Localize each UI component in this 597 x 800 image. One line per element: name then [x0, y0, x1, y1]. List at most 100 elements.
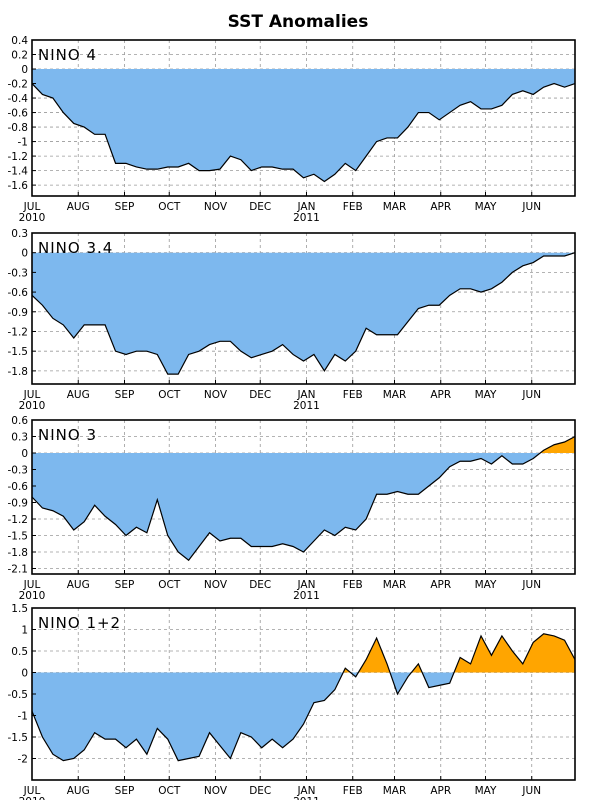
x-tick-label: AUG	[67, 579, 90, 591]
y-tick-label: -1.5	[8, 732, 29, 744]
x-tick-label: JUN	[521, 579, 541, 591]
x-tick-label: OCT	[158, 785, 181, 797]
x-tick-label: SEP	[115, 389, 135, 401]
x-tick-label: NOV	[204, 785, 228, 797]
x-year-label: 2010	[19, 212, 46, 224]
x-tick-label: APR	[430, 785, 451, 797]
y-tick-label: -1.8	[8, 547, 29, 559]
anomaly-series-line	[31, 435, 576, 562]
plot-frame	[31, 232, 576, 385]
x-tick-label: DEC	[249, 389, 271, 401]
x-tick-label: MAY	[475, 389, 497, 401]
x-tick-label: SEP	[115, 201, 135, 213]
y-tick-label: -0.2	[8, 79, 29, 91]
x-tick-label: APR	[430, 389, 451, 401]
x-tick-label: JUN	[521, 389, 541, 401]
x-tick-label: OCT	[158, 201, 181, 213]
anomaly-series-line	[31, 252, 576, 375]
y-tick-label: 1.5	[11, 603, 28, 615]
x-tick-label: JAN	[297, 785, 316, 797]
plot-frame	[31, 419, 576, 575]
anomaly-series-line	[31, 82, 576, 183]
y-tick-label: -1.6	[8, 180, 29, 192]
panel-label: NINO 4	[38, 46, 97, 64]
x-year-label: 2011	[293, 400, 320, 412]
negative-anomaly-area	[32, 453, 541, 561]
y-tick-label: -1.2	[8, 326, 29, 338]
y-tick-label: 1	[21, 625, 28, 637]
chart-panel: 1.5 1 0.5 0 -0.5 -1 -1.5 -2 JUL AUG SEP OCT NOV DEC JA…	[8, 603, 576, 800]
negative-anomaly-area	[390, 672, 412, 694]
x-tick-label: AUG	[67, 201, 90, 213]
x-tick-label: FEB	[343, 389, 363, 401]
y-tick-label: -0.3	[8, 267, 29, 279]
negative-anomaly-area	[32, 672, 344, 761]
y-tick-label: -1.4	[8, 166, 29, 178]
y-tick-label: -0.5	[8, 689, 29, 701]
y-tick-label: -0.6	[8, 287, 29, 299]
x-tick-label: OCT	[158, 579, 181, 591]
x-tick-label: JUL	[23, 201, 41, 213]
figure-title: SST Anomalies	[228, 12, 369, 32]
x-tick-label: NOV	[204, 201, 228, 213]
x-tick-label: APR	[430, 201, 451, 213]
x-tick-label: SEP	[115, 785, 135, 797]
y-tick-label: -1.8	[8, 366, 29, 378]
y-tick-label: -0.9	[8, 498, 29, 510]
y-tick-label: -1.5	[8, 346, 29, 358]
x-tick-label: JUL	[23, 785, 41, 797]
chart-panel: 0.4 0.2 0 -0.2 -0.4 -0.6 -0.8 -1 -1.2 -1.4 -1.6 JUL…	[8, 35, 576, 224]
panel-label: NINO 3.4	[38, 239, 113, 257]
chart-panel: 0.6 0.3 0 -0.3 -0.6 -0.9 -1.2 -1.5 -1.8 -2.1 JUL AU…	[8, 415, 576, 602]
y-tick-label: 0	[21, 448, 28, 460]
y-tick-label: -1.2	[8, 514, 29, 526]
y-tick-label: -2	[18, 754, 28, 766]
x-year-label: 2010	[19, 796, 46, 800]
x-tick-label: DEC	[249, 201, 271, 213]
x-tick-label: MAR	[383, 201, 407, 213]
y-tick-label: -0.6	[8, 108, 29, 120]
x-tick-label: MAR	[383, 785, 407, 797]
y-tick-label: 0	[21, 64, 28, 76]
positive-anomaly-area	[411, 663, 423, 673]
x-tick-label: NOV	[204, 579, 228, 591]
positive-anomaly-area	[540, 436, 575, 453]
x-tick-label: AUG	[67, 785, 90, 797]
positive-anomaly-area	[358, 638, 391, 673]
x-tick-label: MAY	[475, 785, 497, 797]
x-year-label: 2010	[19, 590, 46, 602]
x-tick-label: APR	[430, 579, 451, 591]
y-tick-label: 0	[21, 248, 28, 260]
x-tick-label: JUL	[23, 389, 41, 401]
y-tick-label: -0.6	[8, 481, 29, 493]
y-tick-label: 0.2	[11, 50, 28, 62]
y-tick-label: 0.5	[11, 646, 28, 658]
y-tick-label: -1	[18, 137, 28, 149]
chart-panels: 0.4 0.2 0 -0.2 -0.4 -0.6 -0.8 -1 -1.2 -1.4 -1.6 JUL…	[8, 35, 576, 800]
y-tick-label: -0.3	[8, 465, 29, 477]
y-tick-label: 0.4	[11, 35, 28, 47]
x-tick-label: MAR	[383, 579, 407, 591]
x-tick-label: MAY	[475, 201, 497, 213]
positive-anomaly-area	[454, 633, 575, 673]
y-tick-label: -1	[18, 711, 28, 723]
chart-panel: 0.3 0 -0.3 -0.6 -0.9 -1.2 -1.5 -1.8 JUL AUG SEP OCT…	[8, 228, 576, 412]
x-tick-label: NOV	[204, 389, 228, 401]
anomaly-series-line	[31, 633, 576, 762]
plot-frame	[31, 39, 576, 197]
x-tick-label: OCT	[158, 389, 181, 401]
x-tick-label: DEC	[249, 785, 271, 797]
y-tick-label: -1.5	[8, 531, 29, 543]
y-tick-label: -2.1	[8, 564, 29, 576]
x-tick-label: DEC	[249, 579, 271, 591]
x-tick-label: JAN	[297, 579, 316, 591]
panel-label: NINO 3	[38, 426, 97, 444]
x-tick-label: AUG	[67, 389, 90, 401]
negative-anomaly-area	[32, 69, 575, 182]
panel-label: NINO 1+2	[38, 614, 121, 632]
negative-anomaly-area	[32, 252, 575, 375]
x-tick-label: JAN	[297, 201, 316, 213]
x-tick-label: JAN	[297, 389, 316, 401]
x-year-label: 2010	[19, 400, 46, 412]
